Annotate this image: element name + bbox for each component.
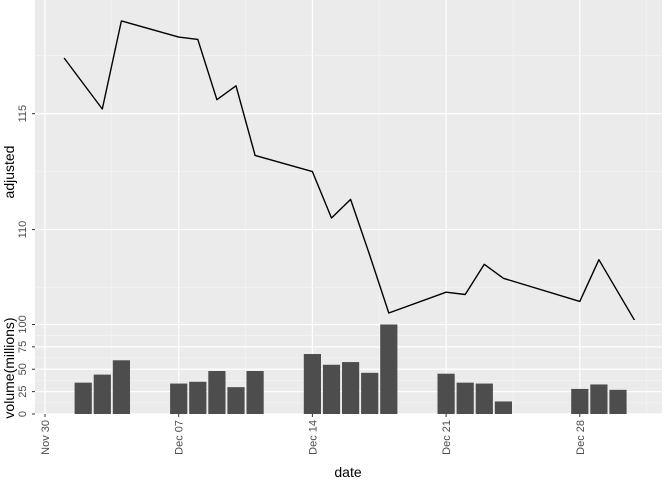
y-tick-label: 0: [17, 411, 29, 417]
volume-bar: [456, 382, 474, 414]
adjusted-panel-background: [35, 0, 662, 320]
volume-bar: [227, 387, 245, 414]
volume-bar: [189, 381, 207, 414]
volume-bar: [609, 389, 627, 414]
volume-bar: [74, 382, 92, 414]
volume-bar: [361, 372, 379, 414]
x-tick-label: Dec 14: [307, 420, 319, 455]
date-x-axis-label: date: [334, 464, 361, 480]
y-tick-label: 110: [17, 221, 29, 239]
volume-bar: [93, 374, 111, 414]
volume-bar: [437, 373, 455, 414]
volume-panel: 0 25 50 75 100 Nov 30 Dec 07 Dec 14 Dec 21 Dec 2…: [1, 315, 662, 480]
y-tick-label: 50: [17, 363, 29, 375]
volume-bar: [475, 383, 493, 414]
adjusted-y-ticks: 110 115: [17, 105, 35, 238]
y-tick-label: 100: [17, 315, 29, 333]
y-tick-label: 75: [17, 341, 29, 353]
y-tick-label: 115: [17, 105, 29, 123]
volume-bar: [380, 324, 398, 414]
volume-bars: [74, 324, 627, 414]
adjusted-price-panel: 110 115 adjusted: [1, 0, 662, 325]
volume-y-ticks: 0 25 50 75 100: [17, 315, 35, 417]
adjusted-y-axis-label: adjusted: [1, 146, 17, 199]
adjusted-panel-gridlines: [35, 0, 662, 320]
volume-y-axis-label: volume(millions): [1, 317, 17, 418]
volume-bar: [170, 383, 188, 414]
volume-bar: [571, 388, 589, 414]
volume-bar: [246, 371, 264, 414]
volume-bar: [322, 364, 341, 414]
x-tick-label: Dec 21: [441, 420, 453, 455]
volume-bar: [494, 401, 512, 414]
volume-bar: [342, 362, 360, 414]
x-tick-label: Dec 28: [575, 420, 587, 455]
volume-bar: [303, 354, 321, 414]
volume-bar: [208, 371, 226, 414]
x-tick-label: Dec 07: [174, 420, 186, 455]
x-tick-label: Nov 30: [40, 420, 52, 455]
y-tick-label: 25: [17, 385, 29, 397]
date-x-ticks: Nov 30 Dec 07 Dec 14 Dec 21 Dec 28: [40, 414, 587, 455]
volume-bar: [590, 384, 608, 414]
adjusted-price-line: [63, 20, 638, 325]
volume-bar: [112, 360, 130, 414]
